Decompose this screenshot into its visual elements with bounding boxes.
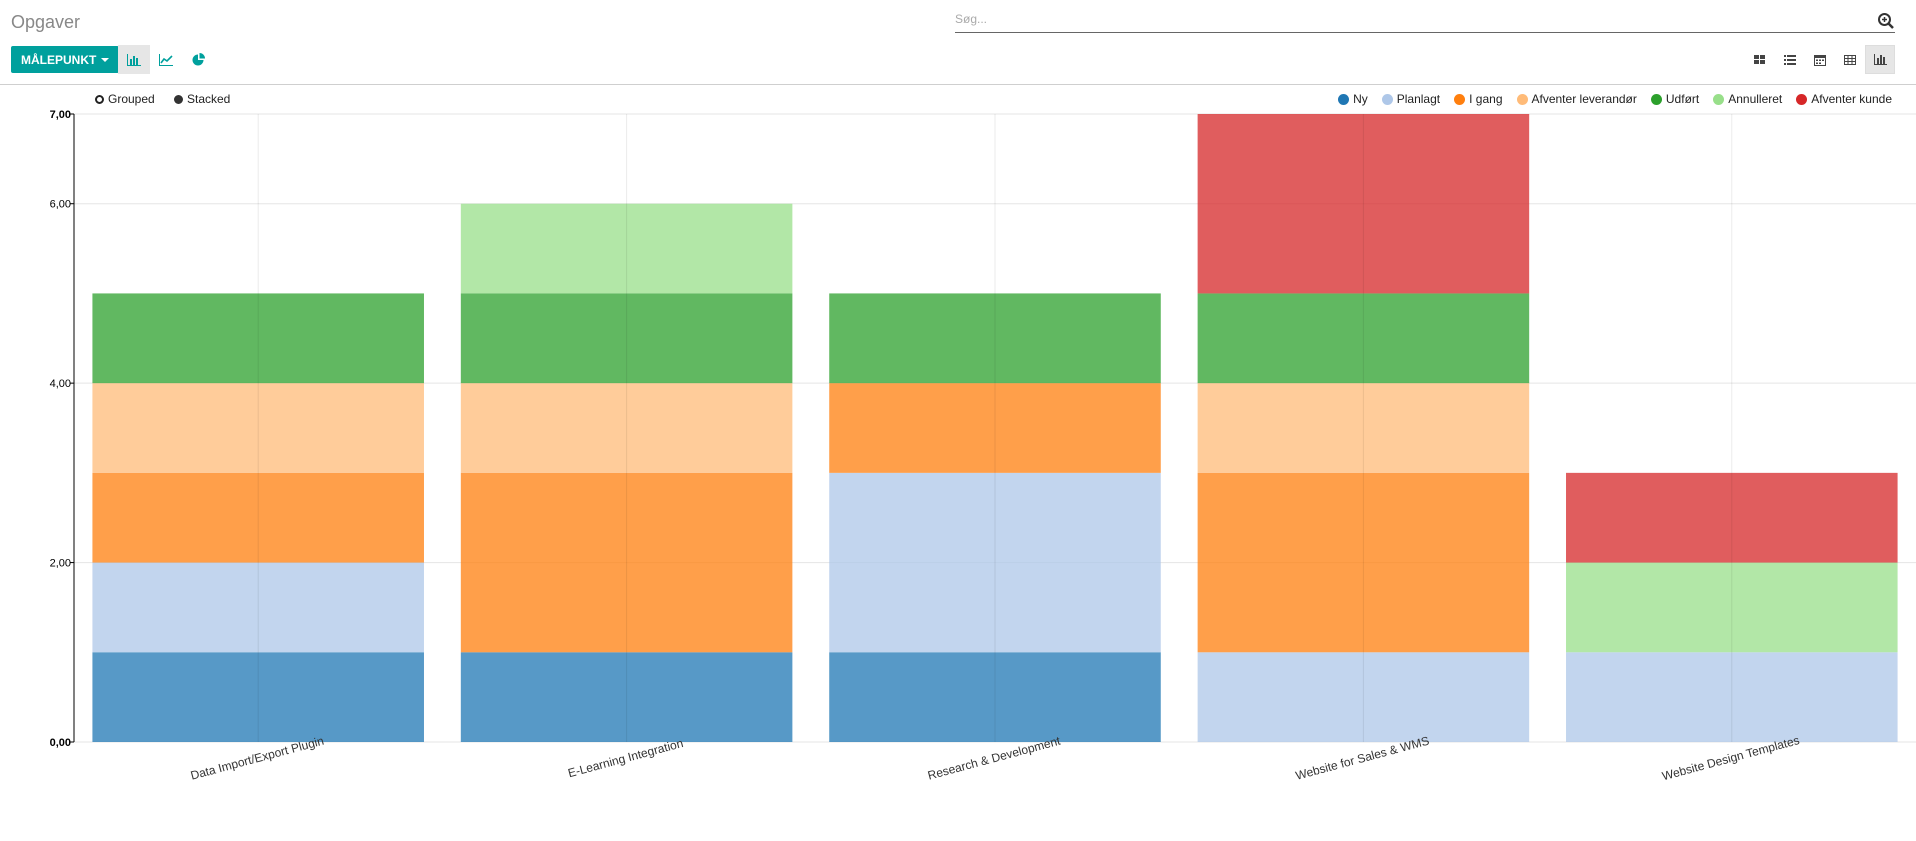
legend-dot bbox=[1713, 93, 1725, 105]
bar-segment bbox=[1566, 652, 1898, 742]
legend-dot bbox=[1650, 93, 1662, 105]
y-tick-label: 7,00 bbox=[50, 109, 71, 121]
bar-segment bbox=[92, 472, 424, 563]
list-view-icon bbox=[1784, 54, 1796, 65]
bar-chart-icon bbox=[127, 53, 141, 66]
bar-segment bbox=[92, 652, 424, 742]
graph-view-button[interactable] bbox=[1865, 45, 1895, 74]
stacked-radio-icon bbox=[174, 94, 183, 104]
bar-segment bbox=[829, 383, 1161, 473]
bar-segment bbox=[460, 293, 793, 384]
bar-segment bbox=[1566, 562, 1898, 653]
y-tick-label: 2,00 bbox=[50, 558, 71, 570]
grouped-radio-icon bbox=[95, 94, 104, 104]
legend-label: I gang bbox=[1469, 92, 1503, 106]
pivot-view-icon bbox=[1844, 54, 1856, 65]
legend-item-udfort[interactable]: Udført bbox=[1650, 92, 1700, 106]
pie-chart-icon bbox=[192, 53, 205, 66]
legend-dot bbox=[1516, 93, 1528, 105]
control-panel: Opgaver MÅLEPUNKT bbox=[0, 0, 1916, 85]
list-view-button[interactable] bbox=[1775, 45, 1805, 74]
stacked-toggle[interactable]: Stacked bbox=[174, 92, 230, 106]
legend-item-afventer-leverandor[interactable]: Afventer leverandør bbox=[1516, 92, 1637, 106]
legend-label: Annulleret bbox=[1728, 92, 1783, 106]
grouped-toggle[interactable]: Grouped bbox=[95, 92, 155, 106]
bar-segment bbox=[1566, 472, 1898, 563]
legend-item-planlagt[interactable]: Planlagt bbox=[1381, 92, 1441, 106]
pie-chart-button[interactable] bbox=[182, 45, 214, 74]
legend-item-annulleret[interactable]: Annulleret bbox=[1713, 92, 1782, 106]
legend-item-i-gang[interactable]: I gang bbox=[1454, 92, 1503, 106]
bar-segment bbox=[460, 383, 793, 473]
legend-item-afventer-kunde[interactable]: Afventer kunde bbox=[1796, 92, 1892, 106]
bar-segment bbox=[829, 293, 1161, 384]
line-chart-icon bbox=[159, 53, 173, 66]
caret-down-icon bbox=[101, 57, 110, 62]
y-tick-label: 4,00 bbox=[50, 378, 71, 390]
x-tick-label: E-Learning Integration bbox=[566, 736, 684, 780]
bar-segment bbox=[1197, 114, 1530, 294]
legend-dot bbox=[1796, 93, 1808, 105]
legend-label: Udført bbox=[1665, 92, 1700, 106]
page-title: Opgaver bbox=[11, 12, 81, 32]
bar-segment bbox=[460, 652, 793, 742]
legend-label: Ny bbox=[1353, 92, 1368, 106]
legend-dot bbox=[1338, 93, 1350, 105]
bar-segment bbox=[92, 562, 424, 653]
legend-dot bbox=[1454, 93, 1466, 105]
bar-segment bbox=[92, 293, 424, 384]
grouped-label: Grouped bbox=[108, 92, 155, 106]
legend-dot bbox=[1381, 93, 1393, 105]
bar-segment bbox=[1197, 652, 1530, 742]
bar-segment bbox=[460, 472, 793, 653]
calendar-view-button[interactable] bbox=[1805, 45, 1835, 74]
legend-item-ny[interactable]: Ny bbox=[1338, 92, 1368, 106]
bar-segment bbox=[460, 203, 793, 294]
kanban-view-button[interactable] bbox=[1745, 45, 1775, 74]
bar-segment bbox=[1197, 293, 1530, 384]
legend-label: Afventer leverandør bbox=[1531, 92, 1637, 106]
line-chart-button[interactable] bbox=[150, 45, 182, 74]
bar-segment bbox=[1197, 383, 1530, 473]
search-bar bbox=[955, 10, 1895, 33]
y-tick-label: 0,00 bbox=[50, 737, 71, 749]
y-tick-label: 6,00 bbox=[50, 199, 71, 211]
search-icon[interactable] bbox=[1877, 12, 1895, 30]
chart-legend: Ny Planlagt I gang Afventer leverandør U… bbox=[1338, 92, 1892, 106]
bar-chart-button[interactable] bbox=[118, 45, 150, 74]
kanban-view-icon bbox=[1754, 54, 1765, 64]
bar-segment bbox=[829, 472, 1161, 653]
legend-label: Afventer kunde bbox=[1811, 92, 1892, 106]
search-input[interactable] bbox=[955, 12, 1855, 26]
calendar-view-icon bbox=[1814, 54, 1826, 66]
stacked-label: Stacked bbox=[187, 92, 231, 106]
bar-segment bbox=[829, 652, 1161, 742]
pivot-view-button[interactable] bbox=[1835, 45, 1865, 74]
measures-label: MÅLEPUNKT bbox=[21, 52, 97, 67]
bar-segment bbox=[92, 383, 424, 473]
bar-segment bbox=[1197, 472, 1530, 653]
graph-view-icon bbox=[1873, 54, 1887, 65]
legend-label: Planlagt bbox=[1396, 92, 1441, 106]
measures-dropdown-button[interactable]: MÅLEPUNKT bbox=[11, 46, 120, 73]
